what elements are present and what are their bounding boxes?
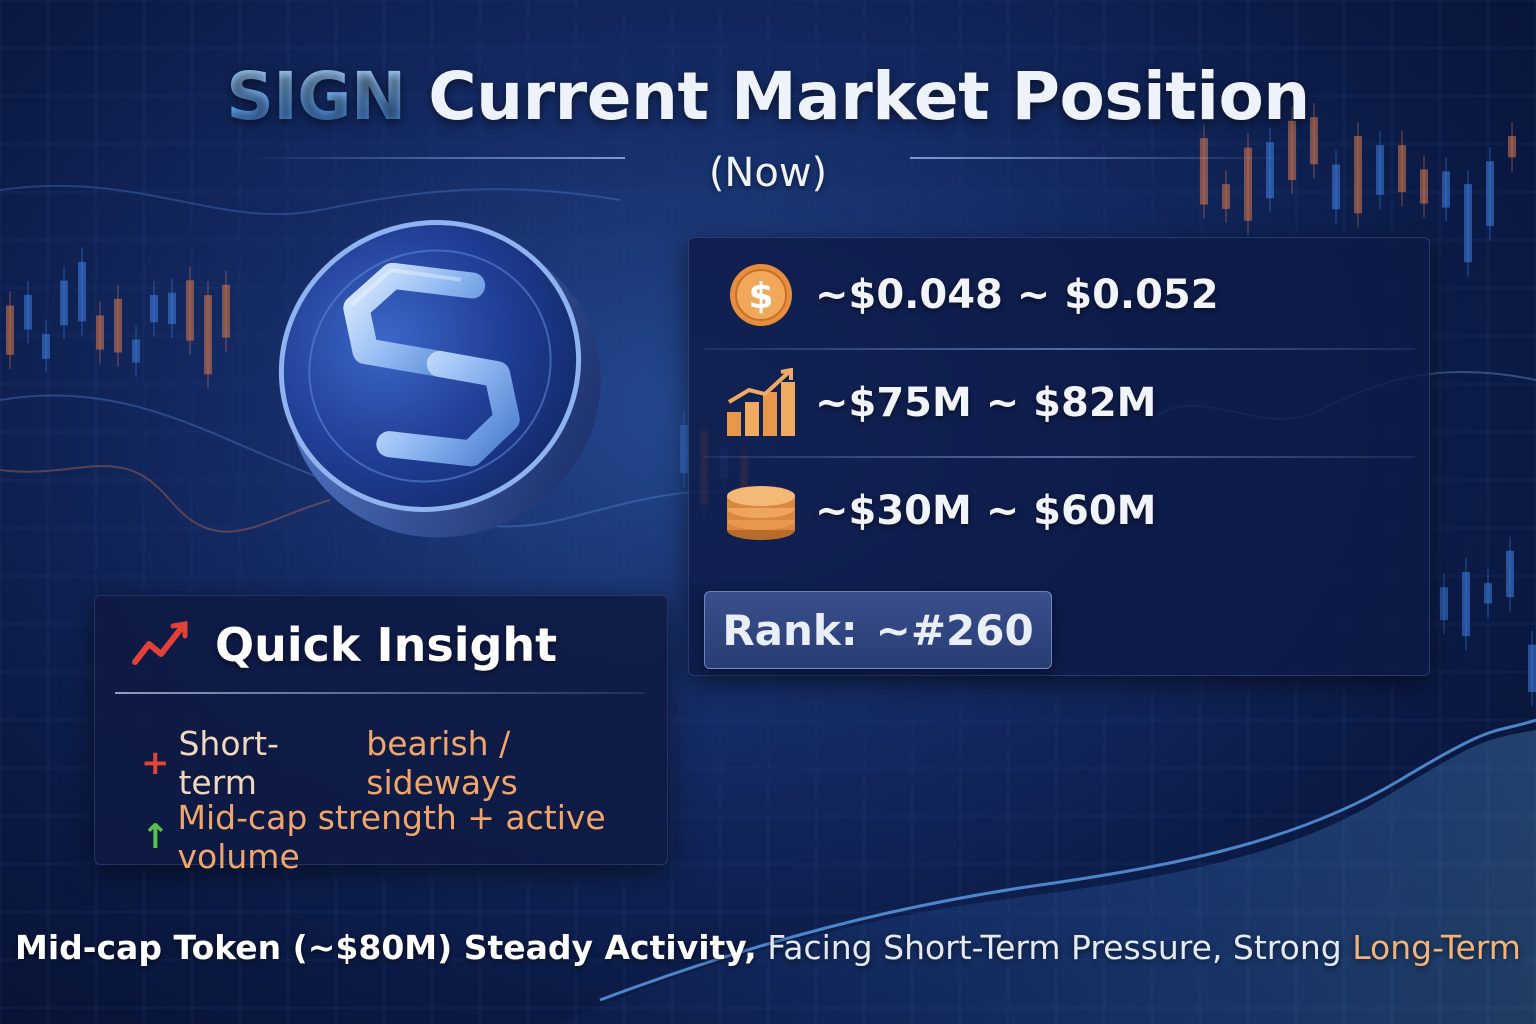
background-candle xyxy=(1222,184,1230,209)
stats-divider xyxy=(703,456,1415,458)
background-candle xyxy=(1464,184,1472,263)
background-candle xyxy=(1310,117,1318,165)
title-divider-left xyxy=(245,157,625,159)
background-candle xyxy=(1484,583,1492,604)
svg-text:$: $ xyxy=(748,276,773,317)
background-candle xyxy=(132,339,140,363)
rank-badge: Rank: ~#260 xyxy=(704,591,1052,669)
background-candle xyxy=(186,280,194,341)
stats-divider xyxy=(703,348,1415,350)
bullet-accent: Mid-cap strength + active volume xyxy=(177,798,606,876)
title-brand: SIGN xyxy=(226,58,406,135)
background-candle xyxy=(680,425,688,474)
footer-bold: Mid-cap Token (~$80M) Steady Activity, xyxy=(15,928,757,967)
title-rest: Current Market Position xyxy=(428,58,1310,135)
background-candle xyxy=(60,280,68,326)
price-value: ~$0.048 ~ $0.052 xyxy=(815,272,1219,318)
background-candle xyxy=(78,261,86,322)
background-candle xyxy=(1506,550,1514,598)
background-candle xyxy=(1244,147,1252,221)
background-candle xyxy=(1528,644,1536,693)
background-candle xyxy=(1288,120,1296,181)
price-row: $ ~$0.048 ~ $0.052 xyxy=(689,242,1429,348)
bullet-accent: bearish / sideways xyxy=(366,724,518,802)
dollar-coin-icon: $ xyxy=(721,255,801,335)
quick-insight-panel: Quick Insight + Short-term bearish / sid… xyxy=(94,595,668,876)
footer-accent: Long-Term xyxy=(1352,928,1521,967)
coin-stack-icon xyxy=(721,471,801,551)
bar-chart-up-icon xyxy=(721,363,801,443)
background-candle xyxy=(1354,135,1362,214)
rank-label: Rank: xyxy=(722,605,858,655)
insight-divider xyxy=(115,692,645,694)
volume-row: ~$30M ~ $60M xyxy=(689,458,1429,564)
background-candle xyxy=(222,284,230,338)
summary-footer: Mid-cap Token (~$80M) Steady Activity, F… xyxy=(0,928,1536,967)
plus-icon: + xyxy=(141,743,170,783)
background-candle xyxy=(114,298,122,353)
background-candle xyxy=(1332,164,1340,210)
background-candle xyxy=(1440,587,1448,621)
background-candle xyxy=(1398,145,1406,193)
background-candle xyxy=(24,294,32,330)
sign-coin-logo xyxy=(278,220,601,538)
insight-bullet: ↑ Mid-cap strength + active volume xyxy=(141,798,667,876)
insight-bullet: + Short-term bearish / sideways xyxy=(141,724,667,802)
insight-title: Quick Insight xyxy=(215,618,558,672)
background-candle xyxy=(204,295,212,375)
bullet-text: Short-term xyxy=(178,724,279,802)
background-candle xyxy=(1462,572,1470,637)
background-candle xyxy=(6,305,14,355)
background-candle xyxy=(96,315,104,350)
insight-header: Quick Insight xyxy=(131,618,557,672)
background-candle xyxy=(1420,169,1428,204)
background-candle xyxy=(42,334,50,359)
background-candle xyxy=(1376,145,1384,195)
background-candle xyxy=(150,294,158,323)
background-candle xyxy=(1508,135,1516,158)
market-cap-value: ~$75M ~ $82M xyxy=(815,380,1157,426)
volume-value: ~$30M ~ $60M xyxy=(815,488,1157,534)
page-subtitle: (Now) xyxy=(708,150,828,196)
page-title: SIGN Current Market Position xyxy=(0,58,1536,135)
arrow-up-icon: ↑ xyxy=(141,817,170,857)
background-candle xyxy=(1200,138,1208,205)
background-candle xyxy=(1442,171,1450,208)
title-divider-right xyxy=(910,157,1290,159)
market-cap-row: ~$75M ~ $82M xyxy=(689,350,1429,456)
background-candle xyxy=(1266,142,1274,199)
footer-regular: Facing Short-Term Pressure, Strong xyxy=(767,928,1342,967)
background-candle xyxy=(1486,161,1494,227)
rank-value: ~#260 xyxy=(875,605,1034,655)
background-candle xyxy=(168,292,176,325)
trend-line-icon xyxy=(131,618,193,672)
